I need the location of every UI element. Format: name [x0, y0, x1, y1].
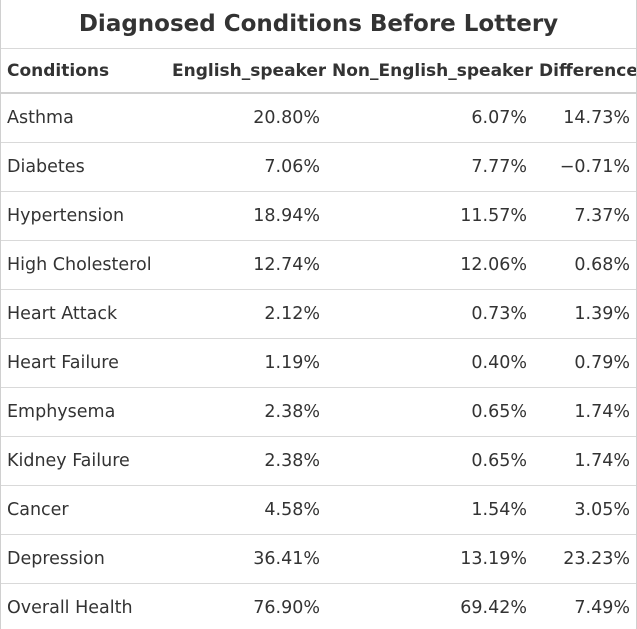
english-speaker-cell: 20.80% [166, 93, 326, 143]
table-row: Kidney Failure 2.38% 0.65% 1.74% [1, 436, 636, 486]
english-speaker-cell: 2.38% [166, 436, 326, 486]
non-english-speaker-cell: 0.73% [326, 289, 533, 339]
non-english-speaker-cell: 13.19% [326, 534, 533, 584]
table-row: Depression 36.41% 13.19% 23.23% [1, 534, 636, 584]
table-row: Cancer 4.58% 1.54% 3.05% [1, 485, 636, 535]
non-english-speaker-cell: 69.42% [326, 583, 533, 629]
column-header-non-english-speaker: Non_English_speaker [326, 48, 533, 94]
header-row: Conditions English_speaker Non_English_s… [1, 48, 636, 94]
title-row: Diagnosed Conditions Before Lottery [1, 0, 636, 49]
difference-cell: −0.71% [533, 142, 636, 192]
english-speaker-cell: 4.58% [166, 485, 326, 535]
table-row: Heart Attack 2.12% 0.73% 1.39% [1, 289, 636, 339]
column-header-english-speaker: English_speaker [166, 48, 326, 94]
english-speaker-cell: 76.90% [166, 583, 326, 629]
condition-cell: Cancer [1, 485, 166, 535]
table-row: Hypertension 18.94% 11.57% 7.37% [1, 191, 636, 241]
condition-cell: Depression [1, 534, 166, 584]
table-row: High Cholesterol 12.74% 12.06% 0.68% [1, 240, 636, 290]
difference-cell: 1.74% [533, 387, 636, 437]
non-english-speaker-cell: 0.65% [326, 387, 533, 437]
english-speaker-cell: 36.41% [166, 534, 326, 584]
english-speaker-cell: 18.94% [166, 191, 326, 241]
english-speaker-cell: 7.06% [166, 142, 326, 192]
difference-cell: 1.74% [533, 436, 636, 486]
table-row: Asthma 20.80% 6.07% 14.73% [1, 93, 636, 143]
non-english-speaker-cell: 6.07% [326, 93, 533, 143]
condition-cell: Kidney Failure [1, 436, 166, 486]
condition-cell: Hypertension [1, 191, 166, 241]
non-english-speaker-cell: 11.57% [326, 191, 533, 241]
column-header-difference: Difference [533, 48, 636, 94]
condition-cell: Heart Failure [1, 338, 166, 388]
table-row: Overall Health 76.90% 69.42% 7.49% [1, 583, 636, 629]
column-header-conditions: Conditions [1, 48, 166, 94]
condition-cell: Asthma [1, 93, 166, 143]
condition-cell: Emphysema [1, 387, 166, 437]
condition-cell: Overall Health [1, 583, 166, 629]
condition-cell: Heart Attack [1, 289, 166, 339]
english-speaker-cell: 2.38% [166, 387, 326, 437]
non-english-speaker-cell: 0.40% [326, 338, 533, 388]
english-speaker-cell: 2.12% [166, 289, 326, 339]
difference-cell: 7.49% [533, 583, 636, 629]
table-row: Heart Failure 1.19% 0.40% 0.79% [1, 338, 636, 388]
difference-cell: 3.05% [533, 485, 636, 535]
difference-cell: 7.37% [533, 191, 636, 241]
table-row: Emphysema 2.38% 0.65% 1.74% [1, 387, 636, 437]
table-title: Diagnosed Conditions Before Lottery [1, 0, 636, 49]
table-row: Diabetes 7.06% 7.77% −0.71% [1, 142, 636, 192]
non-english-speaker-cell: 0.65% [326, 436, 533, 486]
difference-cell: 0.68% [533, 240, 636, 290]
difference-cell: 23.23% [533, 534, 636, 584]
condition-cell: Diabetes [1, 142, 166, 192]
non-english-speaker-cell: 7.77% [326, 142, 533, 192]
english-speaker-cell: 12.74% [166, 240, 326, 290]
difference-cell: 0.79% [533, 338, 636, 388]
condition-cell: High Cholesterol [1, 240, 166, 290]
difference-cell: 1.39% [533, 289, 636, 339]
non-english-speaker-cell: 1.54% [326, 485, 533, 535]
difference-cell: 14.73% [533, 93, 636, 143]
english-speaker-cell: 1.19% [166, 338, 326, 388]
non-english-speaker-cell: 12.06% [326, 240, 533, 290]
